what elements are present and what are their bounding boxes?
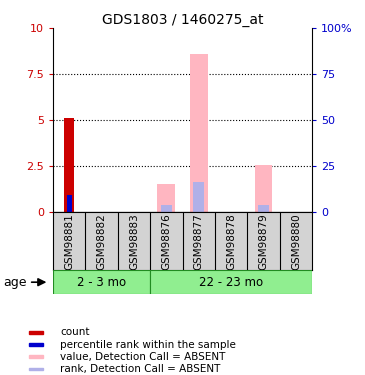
Bar	[161, 206, 172, 212]
Bar	[254, 165, 272, 212]
Bar	[28, 356, 43, 358]
Text: GSM98878: GSM98878	[226, 214, 236, 270]
Text: value, Detection Call = ABSENT: value, Detection Call = ABSENT	[60, 352, 226, 362]
Bar	[64, 118, 74, 212]
Bar	[190, 54, 208, 212]
Text: percentile rank within the sample: percentile rank within the sample	[60, 339, 236, 350]
Bar	[150, 270, 312, 294]
Text: GSM98877: GSM98877	[194, 214, 204, 270]
Text: age: age	[4, 276, 27, 289]
Text: count: count	[60, 327, 90, 338]
Bar	[53, 270, 150, 294]
Bar	[28, 331, 43, 334]
Bar	[28, 343, 43, 346]
Text: GSM98883: GSM98883	[129, 214, 139, 270]
Text: GSM98880: GSM98880	[291, 214, 301, 270]
Text: GSM98881: GSM98881	[64, 214, 74, 270]
Text: GSM98876: GSM98876	[161, 214, 171, 270]
Text: GSM98879: GSM98879	[258, 214, 269, 270]
Bar	[157, 184, 175, 212]
Text: 22 - 23 mo: 22 - 23 mo	[199, 276, 263, 289]
Bar	[67, 195, 72, 212]
Text: GSM98882: GSM98882	[96, 214, 107, 270]
Text: 2 - 3 mo: 2 - 3 mo	[77, 276, 126, 289]
Bar	[258, 206, 269, 212]
Bar	[28, 368, 43, 370]
Text: rank, Detection Call = ABSENT: rank, Detection Call = ABSENT	[60, 364, 220, 374]
Bar	[193, 182, 204, 212]
Text: GDS1803 / 1460275_at: GDS1803 / 1460275_at	[102, 13, 263, 27]
